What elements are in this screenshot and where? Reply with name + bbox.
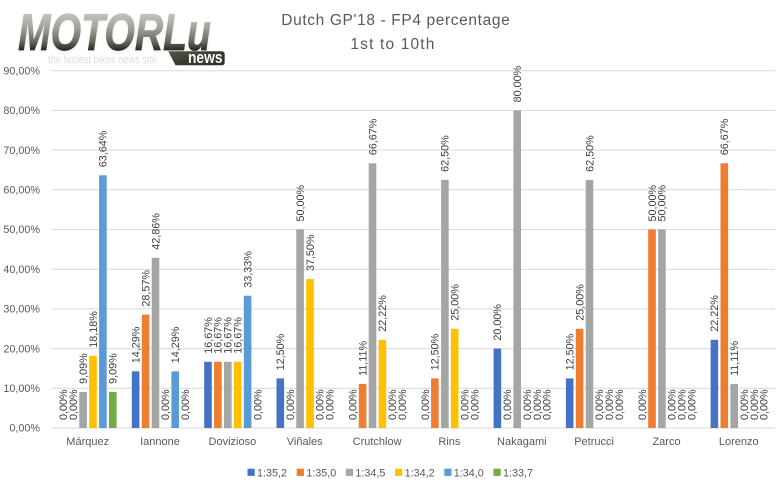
svg-text:Dutch GP'18 - FP4 percentage: Dutch GP'18 - FP4 percentage [281,12,510,29]
svg-text:0,00%: 0,00% [542,389,554,420]
svg-text:28,57%: 28,57% [140,270,152,307]
svg-text:50,00%: 50,00% [647,184,659,221]
svg-text:0,00%: 0,00% [387,389,399,420]
svg-text:18,18%: 18,18% [88,311,100,348]
svg-text:1:34,2: 1:34,2 [405,467,435,479]
svg-text:0,00%: 0,00% [252,389,264,420]
svg-text:60,00%: 60,00% [3,185,40,197]
svg-text:0,00%: 0,00% [160,389,172,420]
svg-text:0,00%: 0,00% [667,389,679,420]
svg-text:0,00%: 0,00% [739,389,751,420]
svg-text:30,00%: 30,00% [3,304,40,316]
svg-text:1st to 10th: 1st to 10th [350,36,434,53]
svg-text:80,00%: 80,00% [3,105,40,117]
svg-text:11,11%: 11,11% [729,340,741,375]
svg-text:0,00%: 0,00% [460,389,472,420]
svg-text:12,50%: 12,50% [275,333,287,370]
svg-text:50,00%: 50,00% [295,184,307,221]
svg-text:0,00%: 0,00% [614,389,626,420]
svg-text:0,00%: 0,00% [68,389,80,420]
svg-text:0,00%: 0,00% [594,389,606,420]
svg-text:Márquez: Márquez [66,436,109,448]
svg-text:0,00%: 0,00% [532,389,544,420]
svg-text:12,50%: 12,50% [565,333,577,370]
svg-text:0,00%: 0,00% [604,389,616,420]
svg-text:33,33%: 33,33% [242,251,254,288]
svg-text:0,00%: 0,00% [420,389,432,420]
svg-text:20,00%: 20,00% [3,343,40,355]
svg-text:62,50%: 62,50% [584,135,596,172]
svg-text:1:33,7: 1:33,7 [503,467,533,479]
svg-text:Viñales: Viñales [287,436,323,448]
svg-text:news: news [188,49,223,67]
svg-text:Crutchlow: Crutchlow [353,436,402,448]
svg-text:25,00%: 25,00% [574,284,586,321]
svg-text:Iannone: Iannone [140,436,180,448]
svg-text:Dovizioso: Dovizioso [209,436,257,448]
svg-text:42,86%: 42,86% [150,213,162,250]
svg-text:63,64%: 63,64% [98,130,110,167]
svg-text:Petrucci: Petrucci [574,436,614,448]
svg-text:0,00%: 0,00% [759,389,771,420]
svg-text:12,50%: 12,50% [430,333,442,370]
svg-text:66,67%: 66,67% [719,118,731,155]
svg-text:1:34,5: 1:34,5 [355,467,385,479]
svg-text:0,00%: 0,00% [180,389,192,420]
svg-text:0,00%: 0,00% [677,389,689,420]
svg-text:11,11%: 11,11% [357,340,369,375]
svg-text:Lorenzo: Lorenzo [719,436,759,448]
svg-text:Zarco: Zarco [652,436,680,448]
svg-text:20,00%: 20,00% [492,304,504,341]
svg-text:50,00%: 50,00% [3,224,40,236]
svg-text:16,67%: 16,67% [213,317,225,354]
svg-text:50,00%: 50,00% [657,184,669,221]
svg-text:0,00%: 0,00% [285,389,297,420]
svg-text:9,09%: 9,09% [108,353,120,384]
svg-text:16,67%: 16,67% [223,317,235,354]
svg-text:9,09%: 9,09% [78,353,90,384]
svg-text:40,00%: 40,00% [3,264,40,276]
svg-text:the fastest bikes news site: the fastest bikes news site [48,55,157,67]
svg-text:0,00%: 0,00% [315,389,327,420]
svg-text:80,00%: 80,00% [512,65,524,102]
svg-text:16,67%: 16,67% [233,317,245,354]
svg-text:0,00%: 0,00% [9,423,40,435]
svg-text:0,00%: 0,00% [58,389,70,420]
svg-text:0,00%: 0,00% [502,389,514,420]
svg-text:16,67%: 16,67% [203,317,215,354]
svg-text:0,00%: 0,00% [686,389,698,420]
svg-text:Nakagami: Nakagami [497,436,547,448]
svg-text:0,00%: 0,00% [749,389,761,420]
svg-text:62,50%: 62,50% [440,135,452,172]
svg-text:14,29%: 14,29% [170,326,182,363]
svg-text:10,00%: 10,00% [3,383,40,395]
svg-text:25,00%: 25,00% [450,284,462,321]
svg-text:70,00%: 70,00% [3,145,40,157]
svg-text:22,22%: 22,22% [377,295,389,332]
svg-text:0,00%: 0,00% [469,389,481,420]
svg-text:14,29%: 14,29% [131,326,143,363]
svg-text:0,00%: 0,00% [348,389,360,420]
svg-text:37,50%: 37,50% [305,234,317,271]
svg-text:0,00%: 0,00% [325,389,337,420]
svg-text:0,00%: 0,00% [637,389,649,420]
svg-text:90,00%: 90,00% [3,65,40,77]
svg-text:1:35,2: 1:35,2 [257,467,287,479]
svg-text:Rins: Rins [438,436,461,448]
svg-text:1:34,0: 1:34,0 [454,467,484,479]
svg-text:0,00%: 0,00% [522,389,534,420]
svg-text:1:35,0: 1:35,0 [306,467,336,479]
svg-text:22,22%: 22,22% [709,295,721,332]
svg-text:0,00%: 0,00% [397,389,409,420]
svg-text:66,67%: 66,67% [367,118,379,155]
